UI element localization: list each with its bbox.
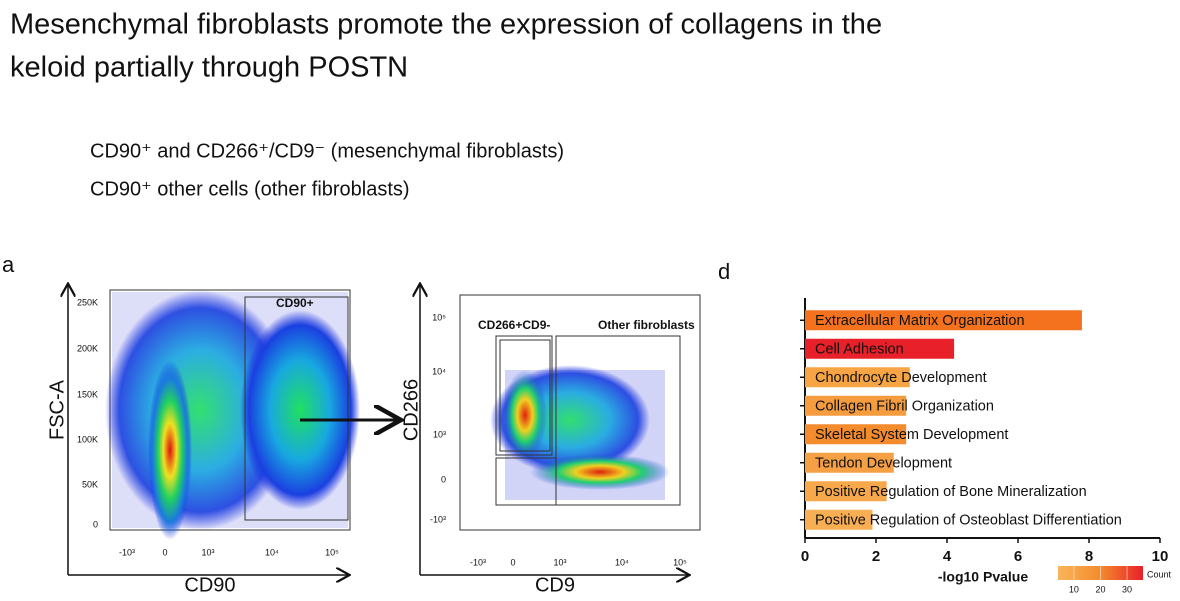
x-tick-label: 10⁵ bbox=[673, 557, 687, 567]
x-tick-label: -10³ bbox=[470, 557, 486, 567]
bar bbox=[805, 481, 887, 502]
panel-label: a bbox=[2, 252, 15, 277]
x-tick-label: 10⁴ bbox=[615, 557, 629, 567]
y-tick-label: 10⁵ bbox=[432, 312, 446, 322]
x-tick-label: 10 bbox=[1152, 548, 1169, 565]
x-tick-label: 10³ bbox=[553, 557, 566, 567]
bar-label: Chondrocyte Development bbox=[815, 370, 987, 386]
y-tick-label: 250K bbox=[77, 297, 98, 307]
legend-line: CD90⁺ and CD266⁺/CD9⁻ (mesenchymal fibro… bbox=[90, 140, 564, 162]
bar-label: Extracellular Matrix Organization bbox=[815, 313, 1025, 329]
scale-label: Count bbox=[1147, 569, 1172, 579]
gate-label: Other fibroblasts bbox=[598, 318, 695, 332]
y-tick-label: 10³ bbox=[433, 429, 446, 439]
bar bbox=[805, 338, 955, 359]
bar bbox=[805, 310, 1082, 331]
y-tick-label: 200K bbox=[77, 343, 98, 353]
bar-label: Skeletal System Development bbox=[815, 427, 1008, 443]
axis-label: CD266 bbox=[400, 379, 422, 441]
y-tick-label: -10³ bbox=[430, 514, 446, 524]
bar-label: Collagen Fibril Organization bbox=[815, 399, 994, 415]
axis-label: CD90 bbox=[184, 574, 235, 596]
x-tick-label: 0 bbox=[162, 547, 167, 557]
x-tick-label: 0 bbox=[510, 557, 515, 567]
x-tick-label: 6 bbox=[1014, 548, 1022, 565]
bar bbox=[805, 452, 894, 473]
bar-label: Tendon Development bbox=[815, 456, 952, 472]
scale-tick-label: 20 bbox=[1095, 584, 1105, 594]
x-tick-label: -10³ bbox=[119, 547, 135, 557]
x-tick-label: 0 bbox=[801, 548, 809, 565]
x-tick-label: 10⁴ bbox=[265, 547, 279, 557]
x-tick-label: 8 bbox=[1085, 548, 1093, 565]
bar-label: Positive Regulation of Osteoblast Differ… bbox=[815, 513, 1122, 529]
axis-label: FSC-A bbox=[46, 379, 68, 440]
y-tick-label: 100K bbox=[77, 434, 98, 444]
title: keloid partially through POSTN bbox=[10, 52, 408, 84]
x-tick-label: 4 bbox=[943, 548, 952, 565]
x-tick-label: 2 bbox=[872, 548, 880, 565]
x-axis-label: -log10 Pvalue bbox=[938, 569, 1028, 585]
x-tick-label: 10³ bbox=[201, 547, 214, 557]
flow-plot: CD266+CD9- Other fibroblasts CD266 CD9 bbox=[400, 285, 701, 596]
bar-label: Cell Adhesion bbox=[815, 342, 904, 358]
flow-plot: CD90+ FSC-A CD90 bbox=[46, 285, 360, 596]
bar bbox=[805, 424, 907, 445]
gate-label: CD90+ bbox=[276, 296, 314, 310]
scale-tick-label: 10 bbox=[1069, 584, 1079, 594]
title: Mesenchymal fibroblasts promote the expr… bbox=[10, 9, 882, 41]
bar bbox=[805, 395, 907, 416]
bar bbox=[805, 367, 910, 388]
scale-tick-label: 30 bbox=[1122, 584, 1132, 594]
y-tick-label: 150K bbox=[77, 389, 98, 399]
y-tick-label: 10⁴ bbox=[432, 366, 446, 376]
gate-label: CD266+CD9- bbox=[478, 318, 550, 332]
bar-label: Positive Regulation of Bone Mineralizati… bbox=[815, 484, 1087, 500]
x-tick-label: 10⁵ bbox=[325, 547, 339, 557]
y-tick-label: 0 bbox=[441, 474, 446, 484]
panel-label: d bbox=[718, 259, 730, 284]
legend-line: CD90⁺ other cells (other fibroblasts) bbox=[90, 178, 410, 200]
bar bbox=[805, 509, 873, 530]
y-tick-label: 0 bbox=[93, 519, 98, 529]
y-tick-label: 50K bbox=[82, 479, 98, 489]
axis-label: CD9 bbox=[535, 574, 575, 596]
